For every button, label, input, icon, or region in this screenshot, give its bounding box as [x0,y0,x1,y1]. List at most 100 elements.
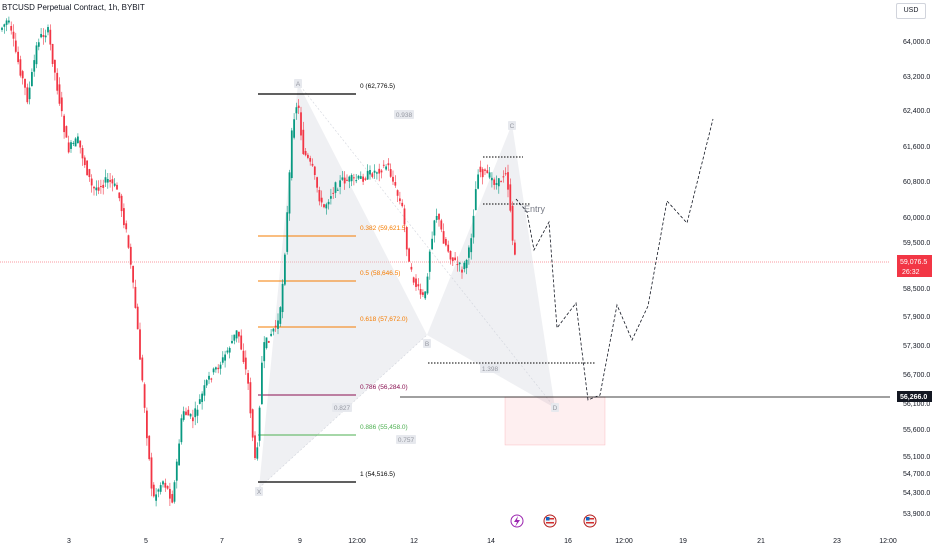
time-tick-label: 7 [220,538,224,545]
price-axis[interactable]: 64,000.0 63,200.0 62,400.0 61,600.0 60,800.0… [903,39,930,518]
candle-body [189,413,192,417]
point-c-label: C [510,123,515,130]
candle-body [17,51,19,63]
candle-body [422,292,424,295]
price-tick-label: 61,600.0 [903,144,930,151]
candle-body [123,208,125,226]
candle-body [235,330,238,339]
point-b-label: B [425,341,429,348]
candle-body [392,176,394,182]
candle-body [244,357,247,370]
candle-body [47,27,49,33]
candle-body [507,172,509,190]
us-flag-icon-2[interactable] [583,514,597,528]
candle-body [143,384,146,408]
candle-body [169,488,171,499]
candle-body [178,443,180,466]
time-axis[interactable]: 3 5 7 9 12:00 12 14 16 12:00 19 21 23 12:00 [67,538,897,545]
ratio-xad2-label: 0.757 [398,437,415,444]
level-price-tag: 56,266.0 [897,391,932,402]
candle-body [180,418,183,443]
candle-body [249,382,252,414]
candle-body [426,276,429,294]
candle-body [132,265,134,283]
pattern-xab [259,83,427,488]
candle-body [493,179,496,185]
candle-body [219,364,222,369]
candle-body [295,107,298,114]
candle-body [217,367,220,370]
candle-body [60,97,63,112]
time-tick-label: 21 [757,538,765,545]
last-price-tag: 59,076.5 26:32 [897,255,932,277]
currency-button[interactable]: USD [896,3,926,19]
candle-body [495,183,498,185]
us-flag-icon[interactable] [543,514,557,528]
candle-body [318,189,321,202]
candle-body [433,220,436,236]
candle-body [90,178,93,186]
candle-body [341,177,344,180]
candle-body [228,347,231,353]
candle-body [302,129,305,155]
candle-body [185,411,187,415]
candle-body [221,357,224,363]
projection-path [515,118,714,401]
candle-body [201,393,203,402]
candle-body [208,375,210,380]
candle-body [19,59,22,76]
price-tick-label: 64,000.0 [903,39,930,46]
pattern-bcd [427,124,555,408]
candle-body [408,248,410,262]
candle-body [334,182,337,193]
flag-stripe [586,518,594,520]
candle-body [428,251,431,272]
candle-body [263,342,266,362]
point-x-label: X [257,489,262,496]
event-icons[interactable] [510,514,597,528]
candle-body [325,204,328,209]
candle-body [399,198,401,202]
candle-body [97,187,100,191]
candle-body [323,204,325,208]
candle-body [88,169,91,178]
candle-body [458,262,461,265]
candle-body [58,84,61,104]
lightning-glyph [514,516,520,527]
pattern-ad-line [297,82,556,409]
candle-body [431,238,433,250]
fib-retracement[interactable]: 0 (62,776.5) 0.382 (59,621.5) 0.5 (58,646.… [258,83,408,483]
candle-body [362,176,364,182]
price-tick-label: 57,900.0 [903,314,930,321]
candle-body [474,189,477,211]
candle-body [182,411,185,420]
candle-body [81,147,84,159]
time-tick-label: 14 [487,538,495,545]
candle-body [86,160,88,176]
candle-body [104,177,107,183]
candle-body [120,195,123,212]
candle-body [265,337,268,349]
candle-body [164,482,167,488]
candle-body [385,166,387,170]
price-tick-label: 60,800.0 [903,179,930,186]
point-a-label: A [296,81,301,88]
candle-body [95,187,98,191]
candle-body [279,307,282,324]
candle-body [72,142,75,144]
price-tick-label: 60,000.0 [903,215,930,222]
candle-body [171,494,174,503]
candle-body [463,262,466,270]
candle-body [284,254,286,285]
candle-body [272,328,275,332]
candle-body [486,170,489,174]
candle-body [500,181,502,183]
candle-body [359,176,362,179]
candle-body [454,257,456,260]
pattern-points: A X B C D 0.938 1.398 0.827 0.757 Entry [255,79,559,496]
price-tick-label: 53,900.0 [903,511,930,518]
candle-body [415,278,417,287]
price-tick-label: 58,500.0 [903,286,930,293]
candle-body [396,190,399,196]
